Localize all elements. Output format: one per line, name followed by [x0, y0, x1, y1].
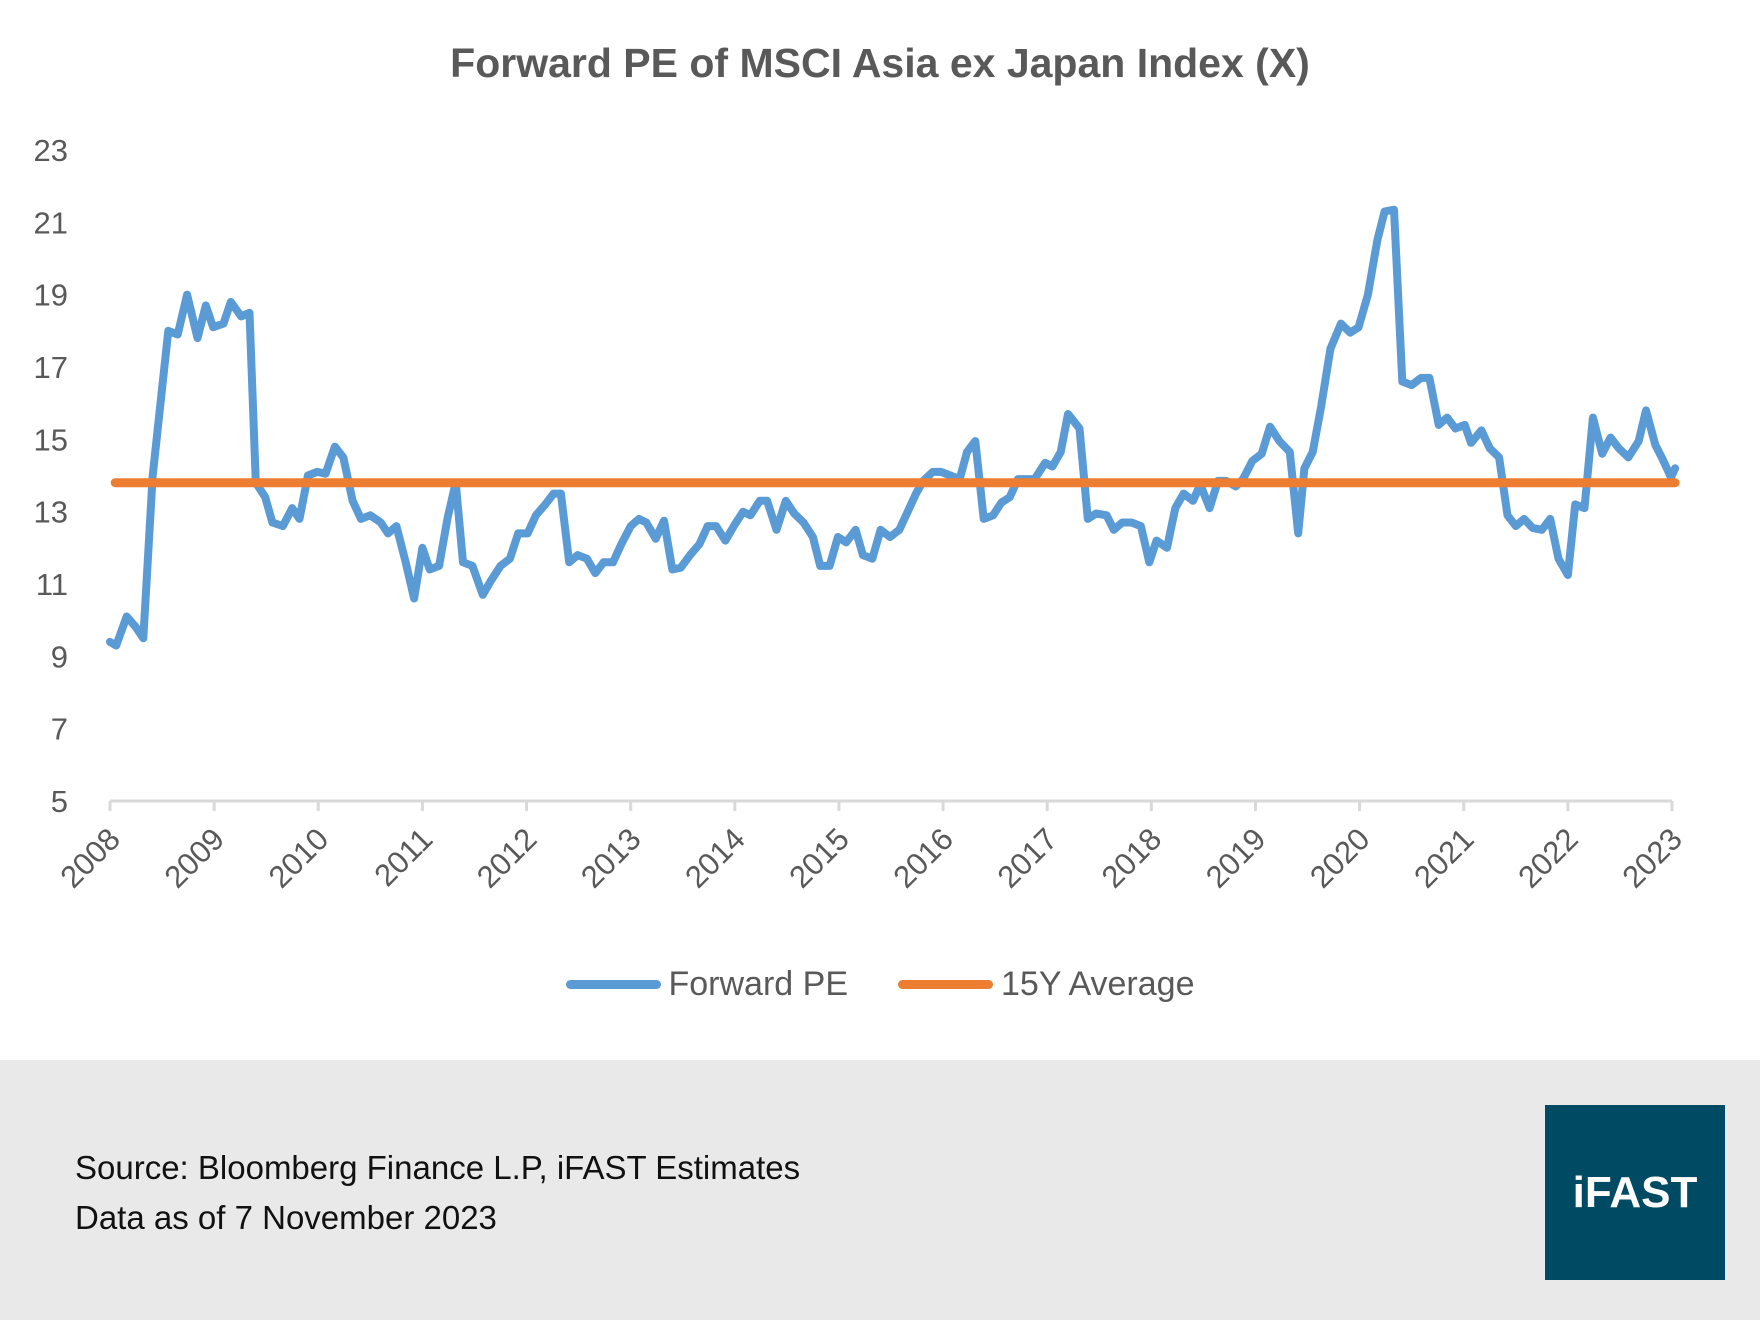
series-line-forward-pe	[106, 205, 1680, 650]
x-tick-label: 2018	[1095, 821, 1169, 895]
footer	[0, 1060, 1760, 1320]
x-tick-label: 2015	[782, 821, 856, 895]
x-tick-label: 2014	[678, 821, 752, 895]
y-tick-label: 9	[51, 639, 68, 674]
legend-item-15y-average: 15Y Average	[898, 965, 1194, 1004]
y-tick-label: 11	[36, 567, 68, 602]
x-tick-label: 2016	[886, 821, 960, 895]
x-tick-label: 2012	[470, 821, 544, 895]
legend-label: Forward PE	[668, 965, 849, 1003]
y-tick-label: 19	[34, 278, 68, 313]
x-tick-label: 2008	[53, 821, 127, 895]
legend-label: 15Y Average	[1001, 965, 1195, 1003]
source-text: Source: Bloomberg Finance L.P, iFAST Est…	[75, 1149, 801, 1186]
legend-swatch-forward-pe	[565, 980, 661, 989]
y-tick-label: 15	[34, 422, 68, 457]
data-date-text: Data as of 7 November 2023	[75, 1199, 497, 1236]
y-tick-label: 7	[51, 712, 68, 747]
x-tick-label: 2010	[262, 821, 336, 895]
source-note: Source: Bloomberg Finance L.P, iFAST Est…	[75, 1143, 800, 1243]
legend-item-forward-pe: Forward PE	[565, 965, 849, 1004]
x-tick-label: 2009	[158, 821, 232, 895]
x-tick-label: 2013	[574, 821, 648, 895]
x-tick-label: 2017	[991, 821, 1065, 895]
y-tick-label: 13	[34, 495, 68, 530]
y-tick-label: 5	[51, 784, 68, 819]
legend-swatch-15y-average	[898, 980, 993, 989]
legend: Forward PE 15Y Average	[0, 965, 1760, 1004]
x-tick-label: 2020	[1303, 821, 1377, 895]
line-chart: 5 7 9 11 13 15 17 19 21 23 2008 2009 2010 2011 2012 201…	[34, 133, 1689, 895]
y-tick-label: 23	[34, 133, 68, 168]
x-tick-label: 2022	[1511, 821, 1585, 895]
x-tick-label: 2021	[1407, 821, 1481, 895]
chart-title: Forward PE of MSCI Asia ex Japan Index (…	[450, 40, 1310, 86]
y-tick-label: 21	[34, 205, 68, 240]
x-tick-label: 2019	[1199, 821, 1273, 895]
x-tick-label: 2011	[367, 821, 439, 893]
y-tick-label: 17	[34, 350, 68, 385]
ifast-logo: iFAST	[1545, 1105, 1725, 1280]
x-tick-label: 2023	[1615, 821, 1689, 895]
